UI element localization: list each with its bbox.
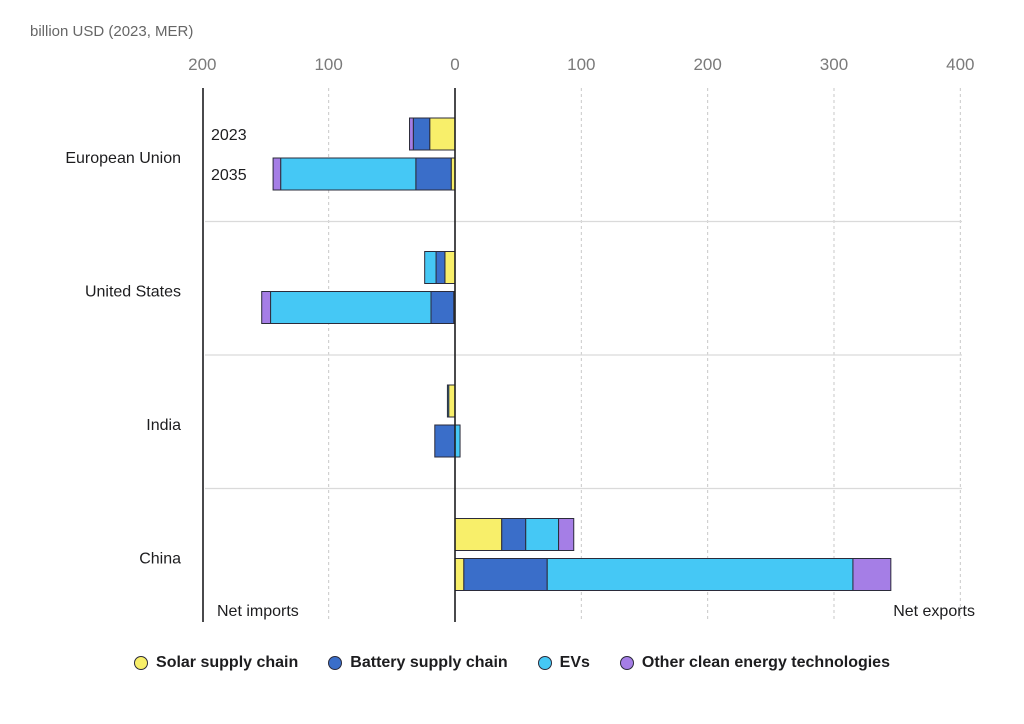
bar-segment-other bbox=[558, 518, 575, 551]
year-label: 2023 bbox=[211, 127, 247, 144]
bar-segment-other bbox=[272, 157, 282, 191]
unit-label: billion USD (2023, MER) bbox=[30, 23, 193, 40]
tick-label: 200 bbox=[188, 55, 216, 74]
bar-segment-battery bbox=[501, 518, 527, 551]
legend: Solar supply chain Battery supply chain EV… bbox=[0, 654, 1024, 672]
group-separators bbox=[205, 220, 962, 490]
tick-label: 400 bbox=[946, 55, 974, 74]
legend-item-solar: Solar supply chain bbox=[134, 654, 298, 672]
tick-labels: 200 100 0 100 200 300 400 bbox=[188, 55, 974, 74]
bar-segment-other bbox=[409, 117, 414, 151]
tick-label: 300 bbox=[820, 55, 848, 74]
bar-segment-battery bbox=[435, 251, 446, 284]
bar-segment-solar bbox=[444, 251, 456, 284]
bar-segment-solar bbox=[454, 518, 503, 551]
axes bbox=[202, 88, 456, 622]
category-label: China bbox=[139, 551, 181, 568]
legend-label-other: Other clean energy technologies bbox=[641, 654, 890, 671]
tick-label: 100 bbox=[314, 55, 342, 74]
bar-segment-battery bbox=[430, 291, 455, 324]
bar-segment-ev bbox=[525, 518, 560, 551]
bar-segment-battery bbox=[412, 117, 431, 151]
legend-label-battery: Battery supply chain bbox=[350, 654, 508, 671]
category-labels: European Union United States India China 202… bbox=[65, 127, 246, 568]
bar-segment-ev bbox=[270, 291, 432, 324]
chart: billion USD (2023, MER) 200 100 0 100 200 300… bbox=[30, 23, 975, 622]
legend-label-ev: EVs bbox=[559, 654, 590, 671]
tick-label: 100 bbox=[567, 55, 595, 74]
legend-swatch-ev bbox=[537, 656, 552, 670]
year-label: 2035 bbox=[211, 167, 247, 184]
legend-item-ev: EVs bbox=[537, 654, 590, 672]
bar-segment-battery bbox=[434, 424, 456, 458]
bar-segment-battery bbox=[463, 558, 548, 591]
bar-segment-other bbox=[261, 291, 272, 324]
legend-item-other: Other clean energy technologies bbox=[619, 654, 890, 672]
category-label: India bbox=[146, 417, 181, 434]
category-label: European Union bbox=[65, 150, 181, 167]
bar-segment-ev bbox=[280, 157, 417, 191]
bar-segment-solar bbox=[454, 558, 465, 591]
legend-swatch-solar bbox=[134, 656, 149, 670]
legend-label-solar: Solar supply chain bbox=[156, 654, 299, 671]
net-imports-label: Net imports bbox=[217, 603, 299, 620]
bars bbox=[261, 117, 892, 591]
category-label: United States bbox=[85, 284, 181, 301]
bar-segment-ev bbox=[424, 251, 437, 284]
bar-segment-solar bbox=[429, 117, 456, 151]
tick-label: 200 bbox=[693, 55, 721, 74]
bar-segment-battery bbox=[415, 157, 452, 191]
legend-swatch-other bbox=[619, 656, 634, 670]
bar-segment-solar bbox=[448, 384, 456, 418]
bar-segment-ev bbox=[446, 384, 450, 418]
legend-swatch-battery bbox=[328, 656, 343, 670]
tick-label: 0 bbox=[450, 55, 459, 74]
net-exports-label: Net exports bbox=[893, 603, 975, 620]
legend-item-battery: Battery supply chain bbox=[328, 654, 508, 672]
bar-segment-ev bbox=[546, 558, 854, 591]
bar-segment-other bbox=[852, 558, 892, 591]
